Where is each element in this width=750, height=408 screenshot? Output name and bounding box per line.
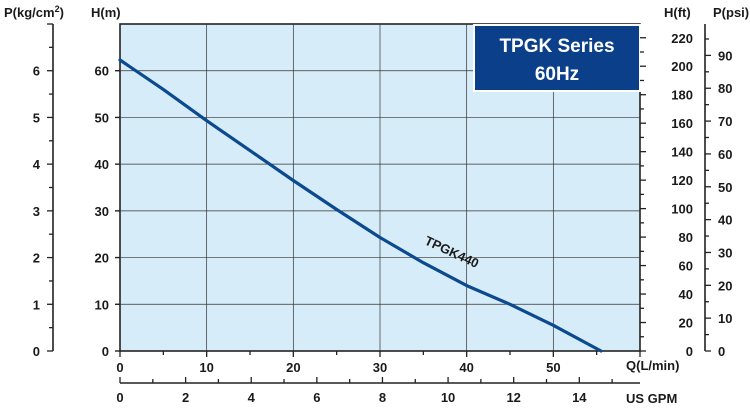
tick-label-kgcm2: 6 [33, 64, 40, 79]
tick-label-ft: 20 [679, 316, 693, 331]
badge-frequency: 60Hz [535, 64, 579, 85]
tick-label-m: 40 [95, 157, 109, 172]
y-axis-title-m: H(m) [91, 5, 121, 20]
tick-label-gpm: 14 [572, 390, 587, 405]
kgcm2-label-base: P(kg/cm [4, 5, 55, 20]
tick-label-psi: 40 [718, 213, 732, 228]
tick-label-psi: 10 [718, 311, 732, 326]
y-axis-title-ft: H(ft) [664, 5, 691, 20]
tick-label-ft: 100 [671, 202, 693, 217]
axes: 0102030405060012345602040608010012014016… [33, 23, 732, 405]
tick-label-ft: 40 [679, 287, 693, 302]
tick-label-psi: 50 [718, 180, 732, 195]
tick-label-gpm: 10 [441, 390, 455, 405]
tick-label-gpm: 8 [379, 390, 386, 405]
tick-label-lmin: 10 [199, 360, 213, 375]
tick-label-ft: 160 [671, 116, 693, 131]
tick-label-psi: 80 [718, 81, 732, 96]
tick-label-kgcm2: 5 [33, 110, 40, 125]
tick-label-ft: 180 [671, 88, 693, 103]
tick-label-lmin: 20 [286, 360, 300, 375]
tick-label-psi: 90 [718, 48, 732, 63]
series-line-tpgk440 [118, 58, 603, 353]
tick-label-psi: 60 [718, 147, 732, 162]
tick-label-psi: 70 [718, 114, 732, 129]
tick-label-ft: 200 [671, 59, 693, 74]
tick-label-lmin: 40 [459, 360, 473, 375]
tick-label-m: 50 [95, 110, 109, 125]
tick-label-ft: 0 [686, 344, 693, 359]
tick-label-ft: 80 [679, 230, 693, 245]
tick-label-kgcm2: 1 [33, 297, 40, 312]
x-axis-title-gpm: US GPM [626, 391, 677, 406]
tick-label-kgcm2: 4 [33, 157, 41, 172]
tick-label-m: 20 [95, 251, 109, 266]
tick-label-lmin: 30 [373, 360, 387, 375]
tick-label-kgcm2: 0 [33, 344, 40, 359]
tick-label-kgcm2: 2 [33, 251, 40, 266]
series-badge [473, 24, 641, 92]
y-axis-title-psi: P(psi) [713, 5, 749, 20]
tick-label-gpm: 0 [116, 390, 123, 405]
tick-label-m: 10 [95, 297, 109, 312]
tick-label-psi: 0 [718, 344, 725, 359]
tick-label-m: 0 [102, 344, 109, 359]
badge-title: TPGK Series [499, 36, 614, 57]
tick-label-gpm: 2 [182, 390, 189, 405]
tick-label-kgcm2: 3 [33, 204, 40, 219]
tick-label-m: 30 [95, 204, 109, 219]
tick-label-gpm: 12 [506, 390, 520, 405]
tick-label-ft: 220 [671, 31, 693, 46]
tick-label-lmin: 0 [116, 360, 123, 375]
y-axis-title-kgcm2: P(kg/cm2) [4, 4, 64, 20]
tick-label-psi: 30 [718, 245, 732, 260]
kgcm2-label-sup: 2 [55, 4, 60, 14]
tick-label-ft: 140 [671, 145, 693, 160]
tick-label-gpm: 6 [313, 390, 320, 405]
kgcm2-label-end: ) [60, 5, 64, 20]
x-axis-title-lmin: Q(L/min) [626, 358, 679, 373]
tick-label-lmin: 50 [546, 360, 560, 375]
tick-label-ft: 120 [671, 173, 693, 188]
grid-lines [120, 24, 640, 351]
tick-label-ft: 60 [679, 259, 693, 274]
tick-label-gpm: 4 [248, 390, 256, 405]
tick-label-psi: 20 [718, 278, 732, 293]
tick-label-m: 60 [95, 64, 109, 79]
